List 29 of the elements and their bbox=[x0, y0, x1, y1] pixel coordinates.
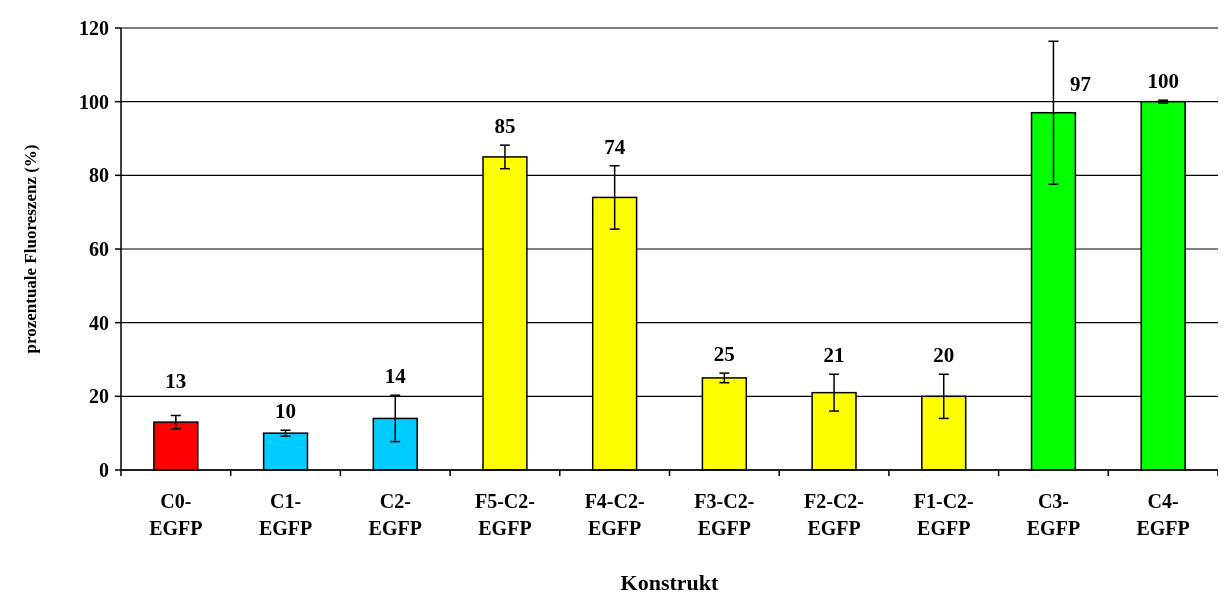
y-tick-label: 0 bbox=[99, 459, 109, 481]
x-axis-title: Konstrukt bbox=[620, 570, 720, 595]
data-label: 25 bbox=[713, 342, 735, 367]
data-label: 10 bbox=[275, 399, 297, 424]
x-tick-label: C0- EGFP bbox=[149, 490, 203, 539]
data-label: 100 bbox=[1147, 69, 1179, 94]
x-tick-label: F3-C2- EGFP bbox=[694, 490, 755, 539]
data-label: 85 bbox=[494, 114, 516, 139]
x-tick-label: F5-C2- EGFP bbox=[474, 490, 535, 539]
y-tick-label: 80 bbox=[89, 164, 109, 187]
x-tick-label: C4- EGFP bbox=[1136, 490, 1190, 539]
data-label: 97 bbox=[1069, 71, 1091, 96]
x-tick-label: F2-C2- EGFP bbox=[804, 490, 865, 539]
y-tick-label: 60 bbox=[89, 238, 109, 260]
data-label: 21 bbox=[823, 343, 845, 368]
data-label: 13 bbox=[165, 369, 187, 394]
y-tick-label: 100 bbox=[79, 90, 109, 113]
data-label: 14 bbox=[384, 364, 407, 389]
x-tick-label: F1-C2- EGFP bbox=[913, 490, 974, 539]
y-tick-label: 20 bbox=[89, 385, 109, 408]
y-tick-label: 40 bbox=[89, 311, 109, 334]
x-tick-label: C1- EGFP bbox=[258, 490, 313, 539]
x-tick-label: F4-C2- EGFP bbox=[584, 490, 645, 539]
data-label: 74 bbox=[604, 134, 626, 159]
x-tick-label: C2- EGFP bbox=[368, 490, 422, 539]
y-tick-label: 120 bbox=[79, 17, 109, 39]
x-tick-label: C3- EGFP bbox=[1026, 490, 1081, 539]
y-axis-title: prozentuale Fluoreszenz (%) bbox=[21, 144, 40, 354]
data-label: 20 bbox=[933, 343, 955, 368]
